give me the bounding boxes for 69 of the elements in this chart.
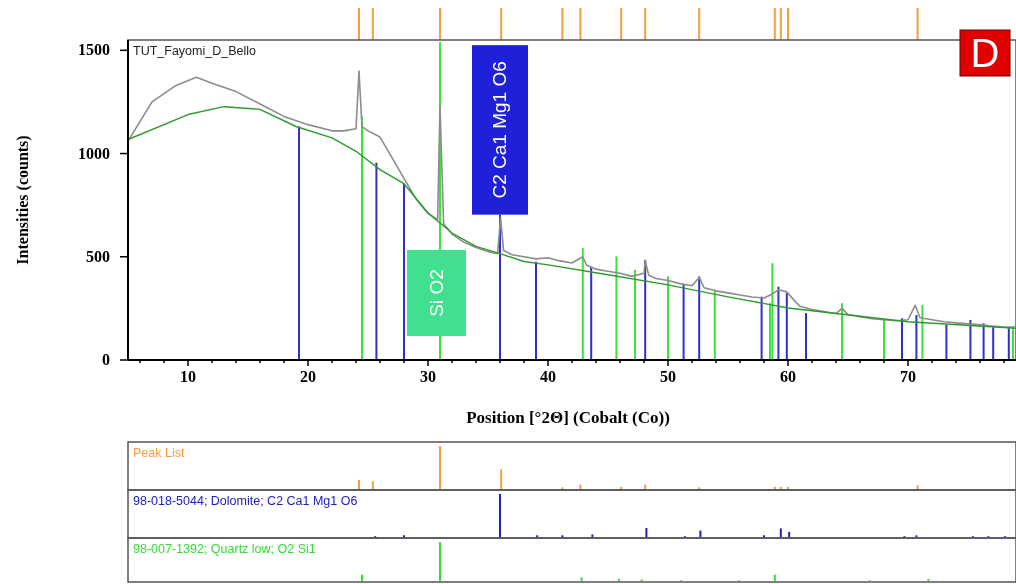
bar <box>439 446 441 489</box>
bar <box>773 574 776 581</box>
bar <box>615 256 618 360</box>
bar <box>499 494 501 537</box>
bar <box>620 486 623 489</box>
x-tick-label: 20 <box>300 368 316 385</box>
chart-title: 98-018-5044; Dolomite; C2 Ca1 Mg1 O6 <box>133 494 358 508</box>
bar <box>535 261 537 360</box>
y-tick-label: 1000 <box>78 144 110 162</box>
x-tick-label: 40 <box>540 368 556 385</box>
bar <box>591 534 594 537</box>
y-axis-title: Intensities (counts) <box>14 135 32 265</box>
bar <box>787 486 789 489</box>
y-tick-label: 1500 <box>78 41 110 59</box>
bar <box>698 276 701 360</box>
bar <box>667 276 669 360</box>
bar <box>298 126 300 360</box>
bar <box>777 286 780 360</box>
bar <box>371 481 374 489</box>
bar <box>361 116 363 360</box>
bar <box>785 293 788 360</box>
bar <box>841 303 843 360</box>
bar <box>439 542 441 581</box>
bar <box>771 263 774 360</box>
chart-title: TUT_Fayomi_D_Bello <box>133 44 256 58</box>
chart-title: 98-007-1392; Quartz low; O2 Si1 <box>133 542 316 556</box>
bar <box>916 485 919 489</box>
bar <box>682 284 685 360</box>
x-tick-label: 60 <box>780 368 796 385</box>
annotation: C2 Ca1 Mg1 O6 <box>489 61 510 199</box>
panel-letter: D <box>959 29 1011 77</box>
chart-title: Peak List <box>133 446 185 460</box>
bar <box>634 269 636 360</box>
bar <box>403 183 405 360</box>
bar <box>1007 328 1010 360</box>
bar <box>358 479 360 489</box>
x-tick-label: 70 <box>900 368 916 385</box>
bar <box>773 486 776 489</box>
bar <box>969 319 972 360</box>
bar <box>883 319 885 360</box>
x-tick-label: 10 <box>180 368 196 385</box>
bar <box>375 162 378 360</box>
annotation: D <box>970 31 1000 75</box>
bar <box>713 289 716 360</box>
bar <box>581 248 584 360</box>
bar <box>992 326 995 360</box>
y-tick-label: 0 <box>102 351 110 368</box>
annotation: Si O2 <box>426 269 447 317</box>
bar <box>779 528 782 537</box>
bar <box>580 577 583 581</box>
bar <box>699 530 702 537</box>
y-tick-label: 500 <box>86 247 110 265</box>
bar <box>901 318 903 360</box>
bar <box>500 469 503 489</box>
x-axis-title: Position [°2Θ] (Cobalt (Co)) <box>466 408 670 427</box>
bar <box>760 296 763 360</box>
bar <box>982 323 985 360</box>
bar <box>361 574 363 581</box>
bar <box>945 324 948 360</box>
bar <box>915 314 918 360</box>
bar <box>805 313 807 360</box>
x-tick-label: 50 <box>660 368 676 385</box>
bar <box>645 527 648 537</box>
bar <box>1012 328 1014 360</box>
bar <box>921 304 924 360</box>
bar <box>788 531 791 537</box>
x-tick-label: 30 <box>420 368 436 385</box>
bar <box>779 486 782 489</box>
bar <box>590 266 593 360</box>
